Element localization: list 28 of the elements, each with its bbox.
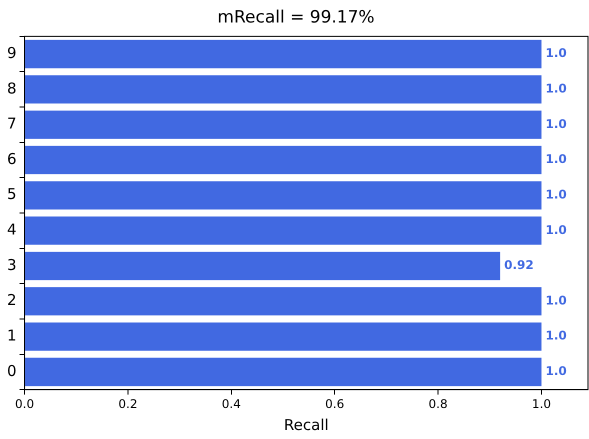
y-tick-label: 9	[6, 44, 17, 62]
data-label: 1.0	[545, 222, 567, 237]
y-tick-label: 8	[6, 79, 17, 98]
data-label: 1.0	[545, 293, 567, 308]
data-label: 1.0	[545, 152, 567, 166]
x-tick-label: 0.2	[118, 396, 138, 411]
y-tick-label: 1	[6, 326, 17, 345]
y-tick-label: 5	[6, 185, 17, 204]
y-tick-label: 6	[6, 150, 17, 168]
data-label: 1.0	[545, 46, 567, 60]
x-tick-label: 0.8	[428, 396, 448, 411]
data-label: 1.0	[545, 328, 567, 343]
data-label: 1.0	[545, 187, 567, 202]
y-tick-label: 3	[6, 256, 17, 274]
x-tick-label: 0.4	[222, 396, 241, 411]
data-label: 1.0	[545, 364, 567, 378]
x-axis-title: Recall	[284, 416, 329, 434]
data-label: 0.92	[504, 258, 534, 272]
x-tick-label: 1.0	[532, 396, 552, 411]
data-label: 1.0	[545, 116, 567, 131]
y-tick-label: 4	[6, 220, 17, 239]
chart-title: mRecall = 99.17%	[217, 8, 375, 28]
x-tick-label: 0.0	[14, 396, 34, 411]
x-tick-label: 0.6	[325, 396, 344, 411]
y-tick-label: 0	[6, 362, 17, 380]
y-tick-label: 2	[6, 291, 17, 310]
data-label: 1.0	[545, 82, 567, 96]
y-tick-label: 7	[6, 114, 17, 133]
